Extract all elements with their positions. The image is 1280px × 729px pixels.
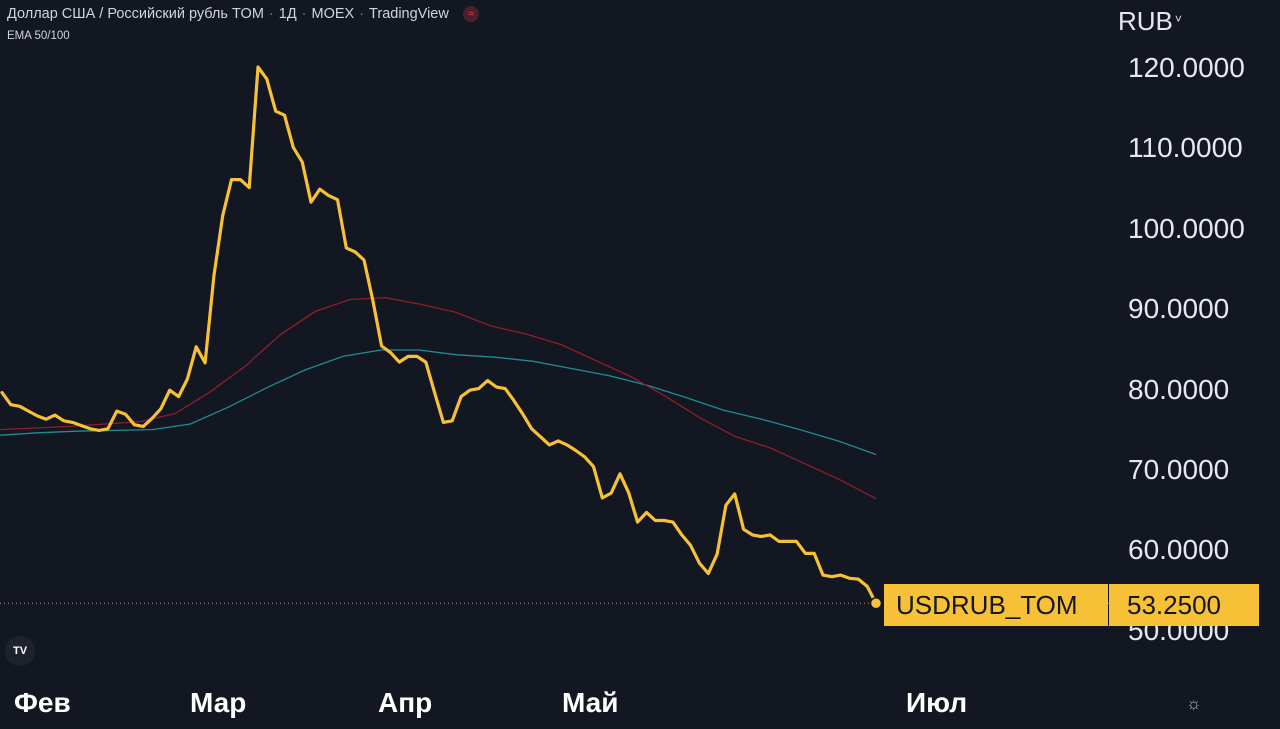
last-point-marker — [869, 597, 883, 610]
currency-selector[interactable]: RUB ˅ — [1118, 6, 1182, 37]
ema50-line — [0, 297, 877, 500]
currency-label: RUB — [1118, 6, 1173, 36]
interval-label[interactable]: 1Д — [278, 6, 297, 22]
last-price-tag: 53.2500 — [1109, 584, 1259, 626]
tradingview-logo-icon[interactable]: TV — [5, 636, 35, 666]
x-tick-label: Май — [562, 687, 618, 718]
indicator-legend[interactable]: EMA 50/100 — [7, 30, 70, 42]
market-status-icon[interactable]: ≈ — [462, 6, 479, 22]
source-label: TradingView — [369, 6, 449, 22]
x-tick-label: Июл — [906, 687, 967, 718]
price-line — [0, 65, 878, 605]
separator-dot: · — [268, 6, 274, 22]
x-tick-label: Фев — [14, 687, 71, 718]
separator-dot: · — [359, 6, 365, 22]
y-tick-label: 100.0000 — [1128, 213, 1245, 244]
pair-title[interactable]: Доллар США / Российский рубль TOM — [7, 6, 264, 22]
exchange-label: MOEX — [311, 6, 355, 22]
separator-dot: · — [301, 6, 307, 22]
ema100-line — [0, 349, 877, 456]
y-tick-label: 120.0000 — [1128, 52, 1245, 83]
y-tick-label: 90.0000 — [1128, 293, 1229, 324]
y-tick-label: 70.0000 — [1128, 454, 1229, 485]
x-tick-label: Мар — [190, 687, 246, 718]
gear-icon[interactable]: ☼ — [1186, 694, 1202, 713]
y-tick-label: 110.0000 — [1128, 132, 1243, 163]
chevron-down-icon: ˅ — [1174, 12, 1182, 26]
y-tick-label: 80.0000 — [1128, 374, 1229, 405]
series-lines — [0, 65, 1110, 610]
time-axis[interactable]: Фев Мар Апр Май Июл — [14, 687, 967, 718]
symbol-header[interactable]: Доллар США / Российский рубль TOM · 1Д ·… — [7, 6, 479, 22]
price-axis[interactable]: 120.0000 110.0000 100.0000 90.0000 80.0000 70… — [1128, 52, 1245, 646]
y-tick-label: 60.0000 — [1128, 534, 1229, 565]
symbol-price-tag: USDRUB_TOM — [884, 584, 1108, 626]
x-tick-label: Апр — [378, 687, 432, 718]
